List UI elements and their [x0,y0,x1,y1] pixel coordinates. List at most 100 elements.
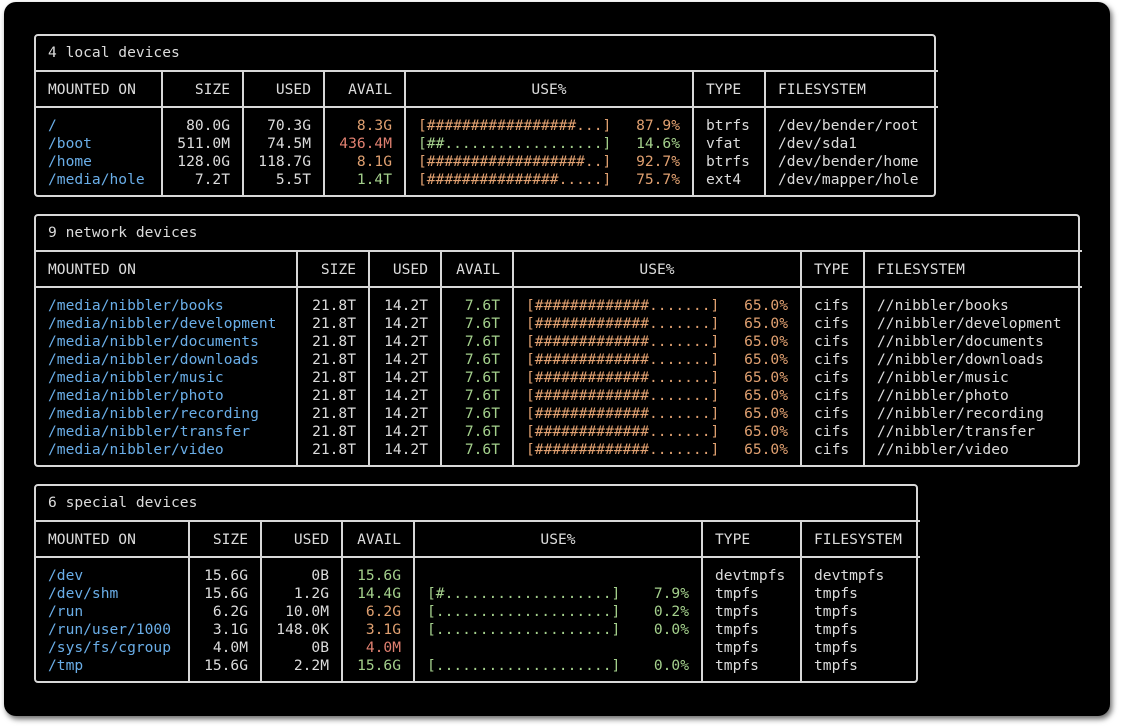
device-row: /tmp 15.6G 2.2M 15.6G [....................]… [36,657,920,681]
type: cifs [800,405,864,423]
header: MOUNTED ON SIZE USED AVAIL USE% TYPE FILESYSTE… [36,250,1082,288]
filesystem: //nibbler/music [863,369,1082,387]
usage-bar: [....................] [427,621,621,638]
mounted-on: /media/nibbler/photo [48,387,224,404]
used: 148.0K [260,621,342,639]
size: 21.8T [296,287,369,315]
usage-cell: [....................] 0.2% [413,603,702,621]
used: 118.7G [242,153,324,171]
mounted-on: /run/user/1000 [48,621,172,638]
size: 128.0G [161,153,243,171]
usage-bar: [#############.......] [526,315,720,332]
usage-percent: 87.9% [636,117,680,134]
column-header: SIZE [161,70,243,108]
size: 21.8T [296,315,369,333]
used: 0B [260,639,342,657]
avail: 8.1G [323,153,405,171]
table: MOUNTED ON SIZE USED AVAIL USE% TYPE FILESYSTE… [36,520,920,681]
mounted-on: /run [48,603,84,620]
column-header: USED [260,520,342,558]
size: 15.6G [188,557,261,585]
filesystem: /dev/bender/home [764,153,938,171]
usage-bar: [#############.......] [526,405,720,422]
usage-cell: [##################..] 92.7% [404,153,693,171]
device-row: /media/nibbler/transfer 21.8T 14.2T 7.6T [##… [36,423,1082,441]
filesystem: tmpfs [800,657,920,681]
device-row: /media/nibbler/video 21.8T 14.2T 7.6T [#####… [36,441,1082,465]
usage-cell: [#############.......] 65.0% [512,423,801,441]
terminal-window: 4 local devices MOUNTED ON SIZE USED AVAIL US… [4,2,1110,716]
usage-percent: 65.0% [744,333,788,350]
type: btrfs [692,153,765,171]
column-header: USE% [512,250,801,288]
device-row: /media/nibbler/downloads 21.8T 14.2T 7.6T [#… [36,351,1082,369]
size: 21.8T [296,441,369,465]
avail: 4.0M [341,639,414,657]
filesystem: //nibbler/recording [863,405,1082,423]
usage-bar: [#############.......] [526,387,720,404]
used: 14.2T [368,441,441,465]
filesystem: tmpfs [800,621,920,639]
type: btrfs [692,107,765,135]
size: 21.8T [296,351,369,369]
column-header: SIZE [188,520,261,558]
used: 70.3G [242,107,324,135]
column-header: TYPE [701,520,801,558]
mounted-on: /media/nibbler/music [48,369,224,386]
table-title: 4 local devices [48,44,180,61]
used: 1.2G [260,585,342,603]
type: cifs [800,423,864,441]
usage-cell: [#...................] 7.9% [413,585,702,603]
filesystem: tmpfs [800,603,920,621]
body: /dev 15.6G 0B 15.6G devtmpfs devtmpfs/dev/shm… [36,557,920,681]
header: MOUNTED ON SIZE USED AVAIL USE% TYPE FILESYSTE… [36,520,920,558]
column-header: FILESYSTEM [764,70,938,108]
usage-cell: [#################...] 87.9% [404,107,693,135]
usage-percent: 0.2% [653,603,689,620]
usage-cell: [#############.......] 65.0% [512,387,801,405]
type: cifs [800,287,864,315]
usage-percent: 65.0% [744,441,788,458]
device-row: /run/user/1000 3.1G 148.0K 3.1G [...........… [36,621,920,639]
body: / 80.0G 70.3G 8.3G [#################...] 87.… [36,107,938,195]
filesystem: //nibbler/books [863,287,1082,315]
column-header: MOUNTED ON [36,520,189,558]
usage-cell: [#############.......] 65.0% [512,333,801,351]
type: cifs [800,387,864,405]
device-row: /media/nibbler/photo 21.8T 14.2T 7.6T [#####… [36,387,1082,405]
usage-cell: [##..................] 14.6% [404,135,693,153]
column-header: MOUNTED ON [36,250,297,288]
device-row: / 80.0G 70.3G 8.3G [#################...] 87.… [36,107,938,135]
size: 15.6G [188,585,261,603]
header-row: MOUNTED ON SIZE USED AVAIL USE% TYPE FILESYSTE… [36,250,1082,288]
mounted-on: /media/nibbler/recording [48,405,259,422]
type: tmpfs [701,585,801,603]
mounted-on: / [48,117,57,134]
filesystem: //nibbler/video [863,441,1082,465]
usage-bar: [#############.......] [526,297,720,314]
usage-cell: [#############.......] 65.0% [512,369,801,387]
avail: 1.4T [323,171,405,195]
device-row: /media/nibbler/music 21.8T 14.2T 7.6T [#####… [36,369,1082,387]
device-row: /media/nibbler/documents 21.8T 14.2T 7.6T [#… [36,333,1082,351]
avail: 7.6T [440,287,513,315]
size: 21.8T [296,387,369,405]
avail: 436.4M [323,135,405,153]
usage-percent: 65.0% [744,297,788,314]
usage-bar: [##################..] [418,153,612,170]
device-row: /sys/fs/cgroup 4.0M 0B 4.0M tmpfs tmpfs [36,639,920,657]
avail: 7.6T [440,333,513,351]
usage-percent: 65.0% [744,315,788,332]
type: tmpfs [701,639,801,657]
filesystem: //nibbler/documents [863,333,1082,351]
mounted-on: /media/nibbler/books [48,297,224,314]
avail: 8.3G [323,107,405,135]
usage-bar: [#############.......] [526,351,720,368]
used: 10.0M [260,603,342,621]
used: 5.5T [242,171,324,195]
filesystem: //nibbler/development [863,315,1082,333]
column-header: AVAIL [341,520,414,558]
usage-cell [413,557,702,585]
size: 21.8T [296,423,369,441]
